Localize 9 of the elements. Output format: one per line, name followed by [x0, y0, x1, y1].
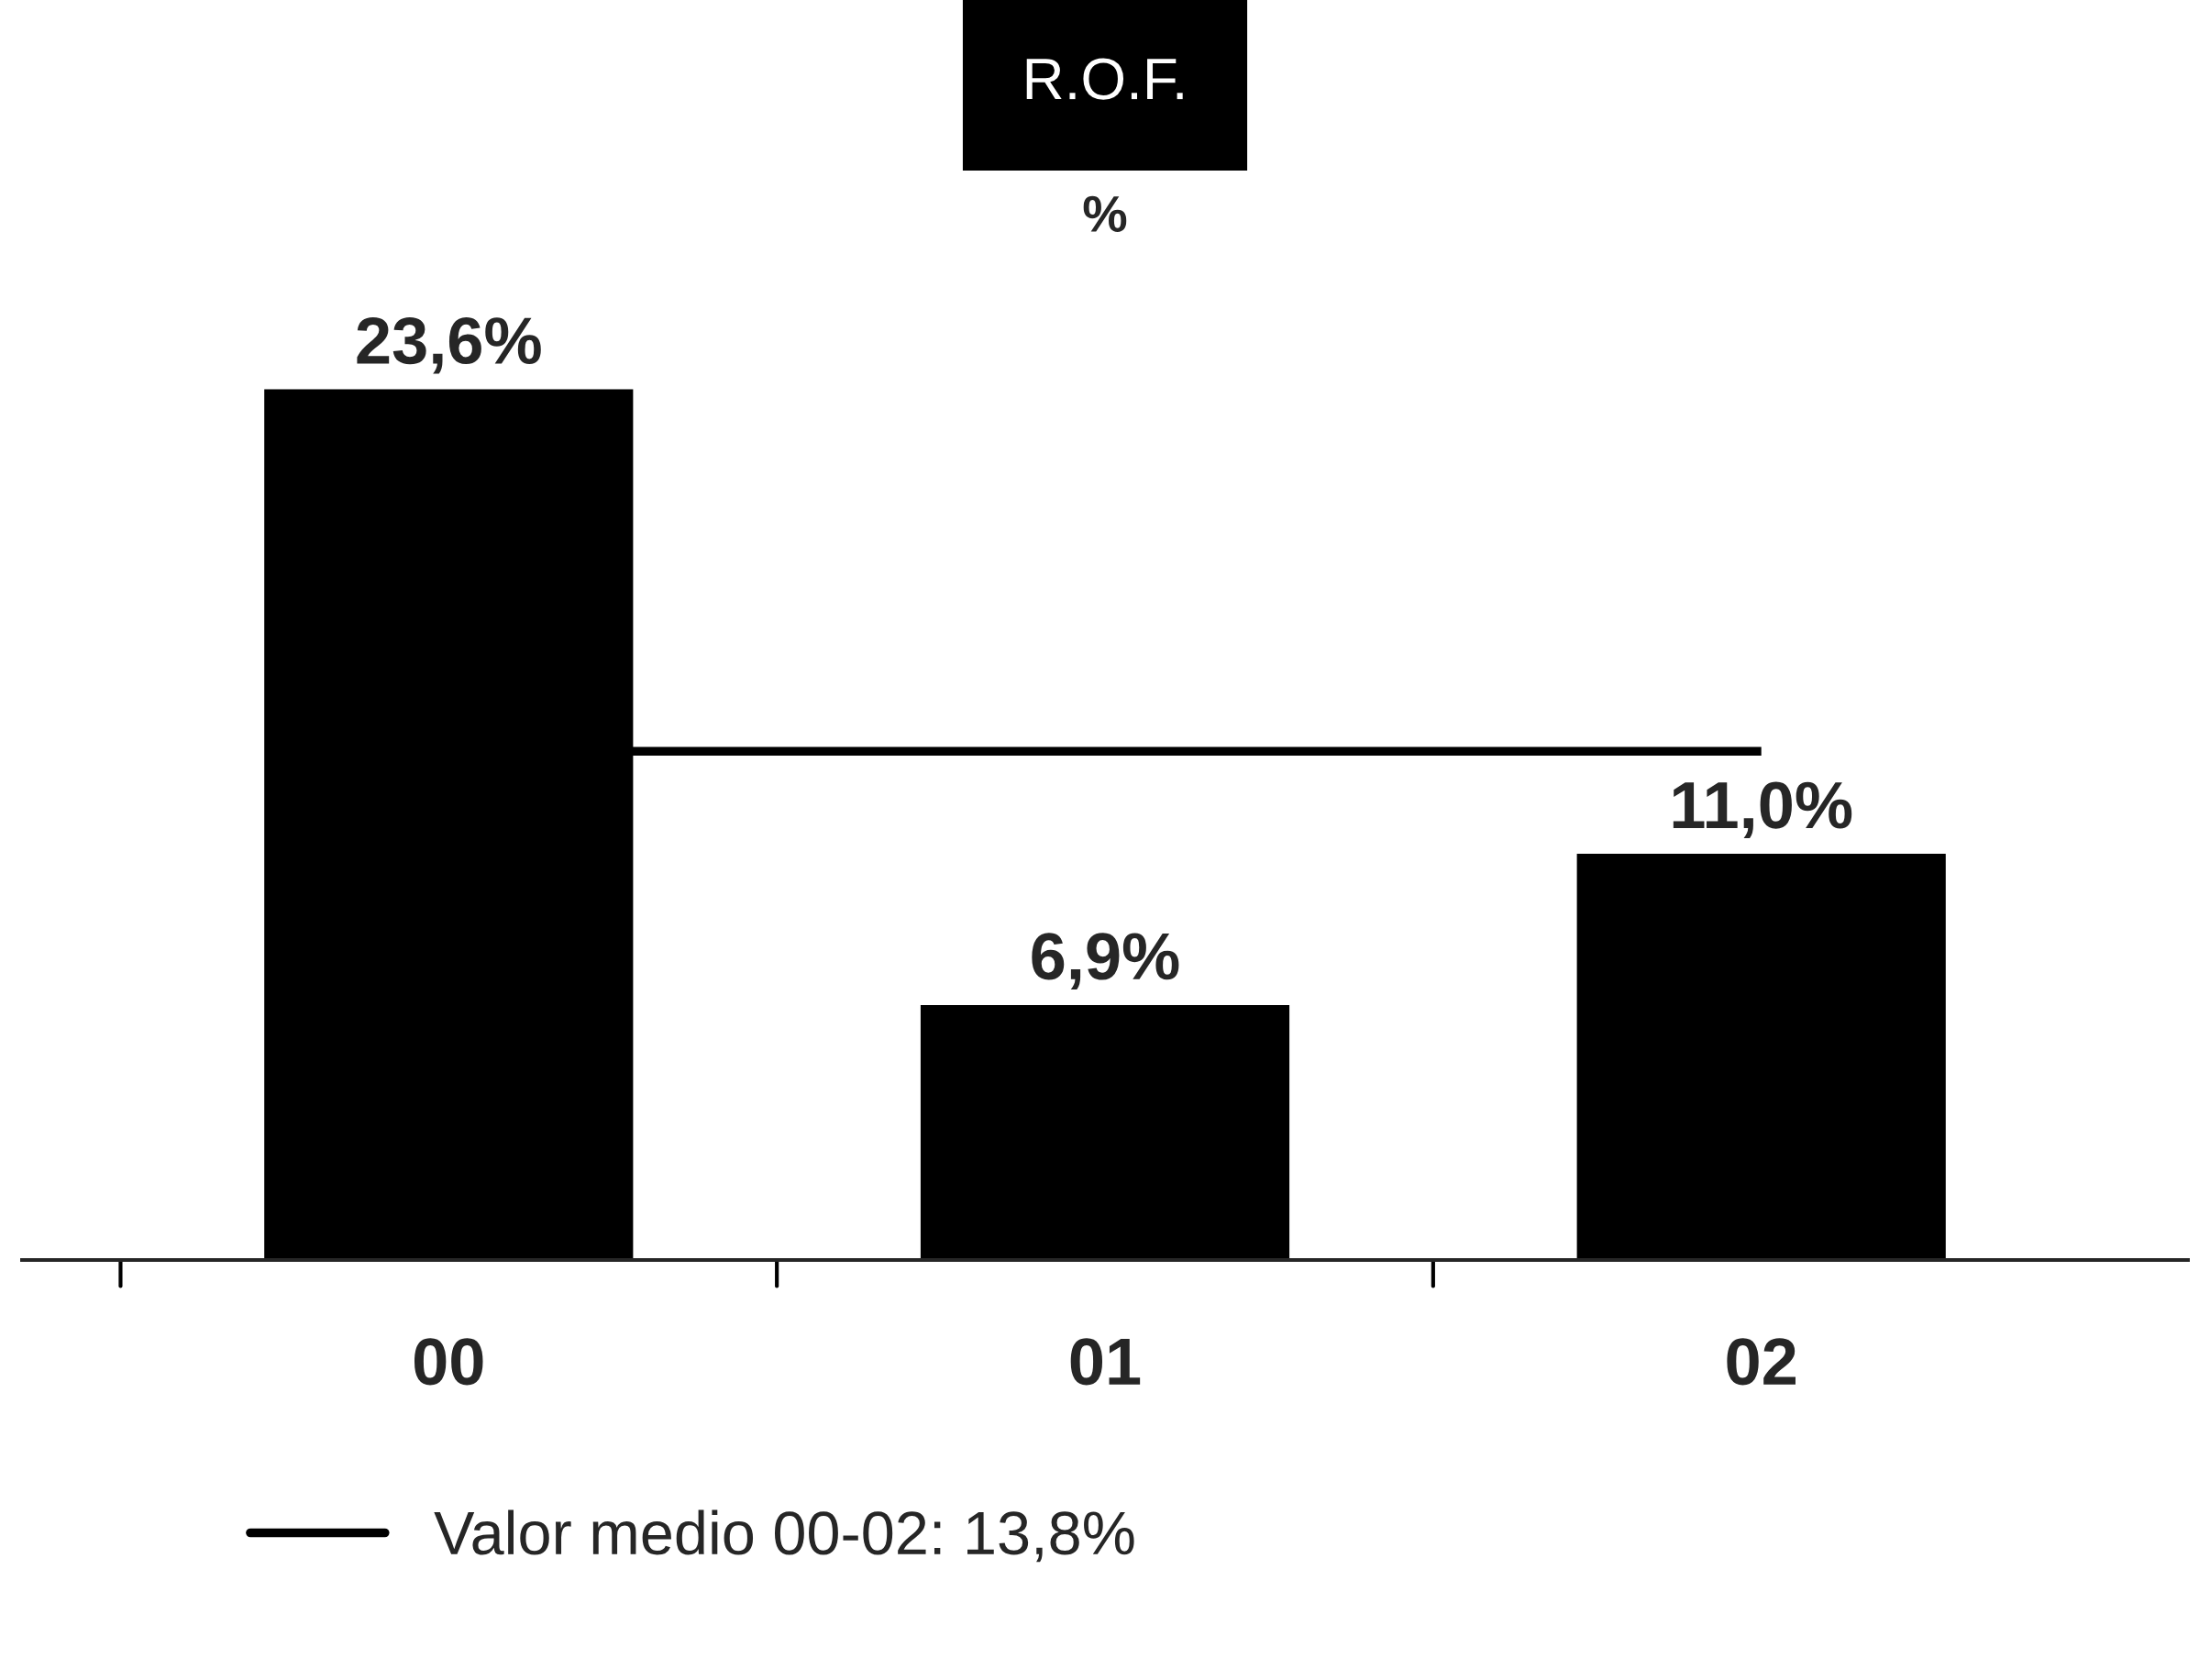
chart-title: R.O.F. — [1026, 58, 1183, 100]
legend-label: Valor medio 00-02: 13,8% — [434, 1509, 1134, 1563]
data-label: 11,0% — [1673, 781, 1852, 839]
data-label: 6,9% — [1032, 933, 1179, 989]
data-label: 23,6% — [357, 316, 541, 374]
x-tick-label: 00 — [414, 1338, 483, 1386]
x-tick-label: 02 — [1727, 1338, 1796, 1386]
chart-subtitle: % — [1083, 195, 1127, 232]
x-tick-label: 01 — [1070, 1338, 1141, 1386]
